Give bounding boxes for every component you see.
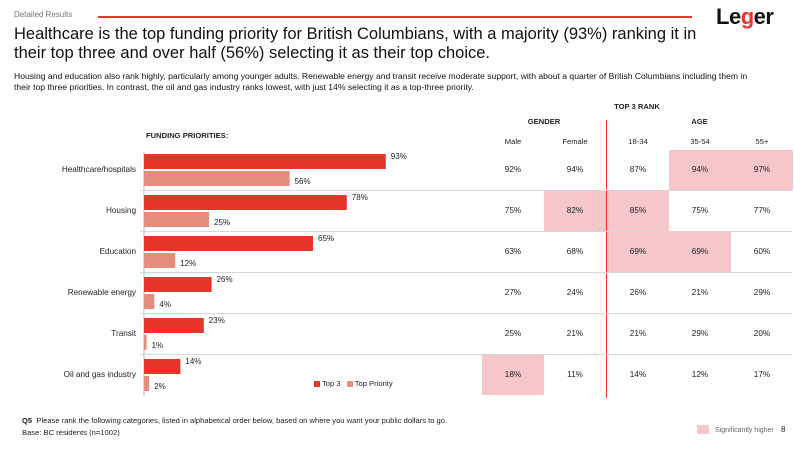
table-cell: 68% (566, 247, 584, 256)
data-label-top-priority-housing: 25% (214, 218, 230, 227)
table-cell: 92% (504, 165, 522, 174)
table-cell: 29% (753, 288, 771, 297)
bar-top-priority-healthcare-hospitals (144, 171, 290, 186)
column-header-35-54: 35-54 (690, 137, 710, 146)
footnote-question: Q5 Please rank the following categories,… (22, 416, 447, 425)
bar-top-3-healthcare-hospitals (144, 154, 386, 169)
table-cell: 17% (753, 370, 771, 379)
bar-top-3-transit (144, 318, 204, 333)
significance-swatch (697, 425, 709, 434)
table-cell: 82% (544, 191, 606, 231)
data-label-top-3-transit: 23% (209, 316, 225, 325)
bar-top-priority-housing (144, 212, 209, 227)
table-cell: 75% (691, 206, 709, 215)
funding-priorities-heading: FUNDING PRIORITIES: (146, 131, 229, 140)
footnote-base: Base: BC residents (n=1002) (22, 428, 120, 437)
column-header-female: Female (562, 137, 588, 146)
table-cell: 77% (753, 206, 771, 215)
top3-rank-heading: TOP 3 RANK (614, 102, 660, 111)
table-cell: 21% (566, 329, 584, 338)
bar-top-priority-transit (144, 335, 147, 350)
page-number: 8 (781, 425, 786, 434)
data-label-top-priority-education: 12% (180, 259, 196, 268)
significance-legend: Significantly higher (697, 425, 774, 434)
table-cell: 27% (504, 288, 522, 297)
logo-text-1: Le (716, 4, 741, 29)
bar-top-3-housing (144, 195, 347, 210)
data-label-top-priority-healthcare-hospitals: 56% (295, 177, 311, 186)
table-cell: 94% (669, 150, 731, 190)
bar-top-3-oil-and-gas-industry (144, 359, 181, 374)
data-label-top-priority-renewable-energy: 4% (159, 300, 171, 309)
data-label-top-3-oil-and-gas-industry: 14% (185, 357, 201, 366)
data-label-top-3-housing: 78% (352, 193, 368, 202)
table-cell: 24% (566, 288, 584, 297)
page-subtitle: Housing and education also rank highly, … (14, 71, 748, 92)
row-divider (140, 354, 792, 355)
table-cell: 11% (567, 370, 583, 379)
table-cell: 21% (691, 288, 709, 297)
table-cell: 69% (607, 232, 669, 272)
chart-legend: Top 3 Top Priority (314, 379, 393, 388)
table-cell: 25% (504, 329, 522, 338)
table-cell: 85% (607, 191, 669, 231)
row-divider (140, 272, 792, 273)
bar-top-priority-renewable-energy (144, 294, 155, 309)
age-heading: AGE (691, 117, 708, 126)
table-cell: 29% (691, 329, 709, 338)
data-label-top-3-healthcare-hospitals: 93% (391, 152, 407, 161)
table-cell: 20% (753, 329, 771, 338)
legend-label-top-priority: Top Priority (354, 379, 393, 388)
category-label-education: Education (99, 247, 136, 256)
category-label-housing: Housing (105, 206, 136, 215)
table-cell: 94% (566, 165, 584, 174)
column-header-male: Male (504, 137, 522, 146)
column-header-55: 55+ (755, 137, 769, 146)
footnote-question-text: Please rank the following categories, li… (36, 416, 448, 425)
table-cell: 60% (753, 247, 771, 256)
gender-heading: GENDER (527, 117, 561, 126)
data-label-top-priority-transit: 1% (152, 341, 164, 350)
footnote-question-label: Q5 (22, 416, 33, 425)
table-cell: 12% (691, 370, 709, 379)
bar-top-3-education (144, 236, 313, 251)
header-rule (98, 16, 692, 18)
bar-top-priority-oil-and-gas-industry (144, 376, 150, 391)
category-label-healthcare-hospitals: Healthcare/hospitals (61, 165, 136, 174)
table-cell: 26% (629, 288, 647, 297)
leger-logo: Leger (716, 4, 774, 30)
page-title: Healthcare is the top funding priority f… (14, 25, 697, 62)
legend-swatch-top3 (314, 380, 320, 387)
data-label-top-priority-oil-and-gas-industry: 2% (154, 382, 166, 391)
table-cell: 18% (482, 355, 544, 395)
gender-age-divider (606, 120, 607, 398)
table-cell: 75% (504, 206, 522, 215)
legend-label-top3: Top 3 (322, 379, 341, 388)
table-cell: 21% (629, 329, 647, 338)
significance-label: Significantly higher (715, 427, 774, 434)
row-divider (140, 190, 792, 191)
table-cell: 69% (669, 232, 731, 272)
logo-text-g: g (740, 4, 754, 29)
logo-text-2: er (753, 4, 774, 29)
section-label: Detailed Results (14, 10, 73, 19)
data-label-top-3-education: 65% (318, 234, 334, 243)
table-cell: 87% (629, 165, 647, 174)
bar-top-priority-education (144, 253, 176, 268)
category-label-oil-and-gas-industry: Oil and gas industry (63, 370, 136, 379)
legend-swatch-top-priority (346, 380, 353, 387)
table-cell: 63% (504, 247, 522, 256)
row-divider (140, 231, 792, 232)
category-label-renewable-energy: Renewable energy (67, 288, 136, 297)
table-cell: 14% (629, 370, 647, 379)
row-divider (140, 313, 792, 314)
column-header-18-34: 18-34 (628, 137, 648, 146)
table-cell: 97% (731, 150, 793, 190)
category-label-transit: Transit (111, 329, 136, 338)
data-label-top-3-renewable-energy: 26% (217, 275, 233, 284)
bar-top-3-renewable-energy (144, 277, 212, 292)
